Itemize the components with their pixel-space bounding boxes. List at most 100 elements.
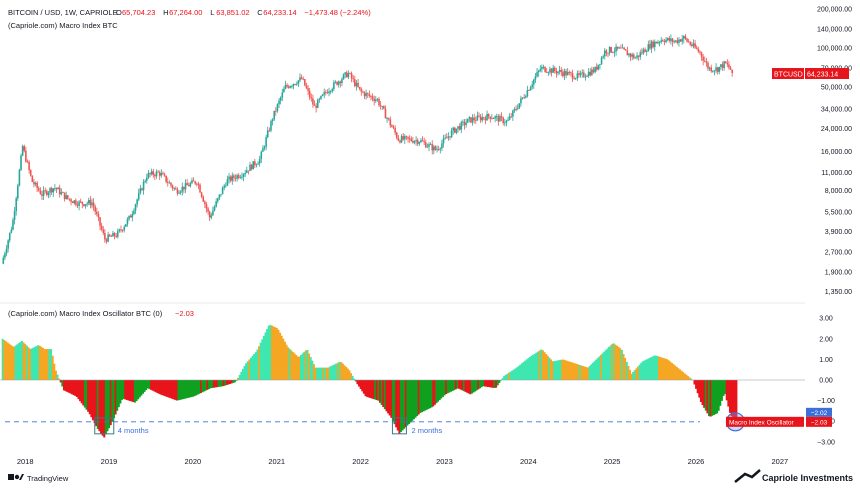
candle: [495, 113, 498, 121]
candle: [673, 39, 675, 44]
candle: [62, 191, 64, 194]
osc-bar: [522, 362, 525, 380]
candle: [603, 47, 606, 60]
osc-bar: [172, 380, 175, 400]
osc-bar: [707, 380, 710, 417]
osc-bar: [280, 335, 283, 380]
candle: [649, 39, 651, 51]
osc-bar: [62, 380, 65, 391]
osc-bar: [214, 380, 217, 388]
price-tick-11: 3,900.00: [825, 229, 852, 236]
candle: [402, 132, 405, 141]
osc-bar: [517, 365, 520, 380]
osc-bar: [385, 380, 388, 412]
candle: [421, 136, 424, 142]
osc-bar: [87, 380, 90, 412]
osc-bar: [545, 353, 548, 380]
candle: [491, 114, 493, 120]
osc-bar: [511, 370, 514, 380]
osc-bar: [220, 380, 224, 387]
candle: [612, 51, 614, 54]
candle: [149, 172, 151, 178]
osc-bar: [474, 380, 477, 392]
candle: [5, 244, 8, 257]
candle: [345, 70, 348, 78]
candle: [621, 43, 624, 49]
osc-bar: [543, 352, 546, 380]
osc-bar: [330, 365, 333, 380]
candle: [553, 66, 556, 74]
candle: [566, 68, 569, 76]
osc-bar: [270, 325, 273, 380]
candle: [650, 39, 653, 53]
osc-bar: [609, 345, 612, 380]
candle: [233, 173, 235, 182]
candle: [484, 115, 487, 125]
candle: [628, 53, 630, 58]
candle: [170, 182, 172, 188]
candle: [189, 181, 192, 188]
osc-bar: [625, 361, 628, 380]
osc-bar: [296, 356, 299, 380]
osc-bar: [498, 380, 501, 383]
candle: [439, 147, 442, 154]
osc-bar: [154, 380, 157, 393]
candle: [213, 204, 216, 212]
candle: [173, 187, 176, 192]
candle: [312, 94, 314, 108]
candle: [57, 186, 59, 190]
candle: [610, 46, 613, 54]
capriole-logo-icon: [734, 469, 761, 483]
osc-bar: [541, 350, 544, 380]
candle: [652, 39, 654, 49]
osc-bar: [699, 380, 702, 402]
ohlc-label-2: L: [210, 8, 214, 17]
osc-bar: [372, 380, 375, 400]
candle: [91, 198, 93, 209]
osc-bar: [166, 380, 169, 397]
osc-bar: [232, 380, 235, 383]
candle: [631, 52, 633, 61]
osc-bar: [361, 380, 364, 392]
osc-bar: [54, 370, 57, 380]
osc-bar: [298, 356, 301, 380]
osc-bar: [241, 368, 244, 380]
candle: [407, 136, 409, 143]
candle: [260, 150, 263, 164]
osc-bar: [687, 376, 690, 380]
osc-bar: [108, 380, 111, 429]
osc-bar: [509, 371, 512, 380]
candle: [642, 47, 645, 55]
candle: [687, 38, 690, 43]
candle: [310, 93, 313, 102]
candle: [139, 184, 142, 195]
candle: [146, 173, 148, 184]
osc-bar: [319, 367, 322, 380]
osc-bar: [79, 380, 82, 402]
osc-bar: [83, 380, 86, 408]
candle: [434, 145, 437, 151]
osc-bar: [17, 343, 20, 380]
osc-bar: [159, 380, 162, 395]
osc-bar: [643, 360, 646, 380]
candle: [615, 43, 617, 56]
candle: [265, 134, 267, 151]
candle: [420, 137, 422, 143]
candle: [586, 74, 588, 77]
candle: [347, 70, 350, 80]
candle: [225, 182, 227, 188]
price-tick-9: 8,000.00: [825, 188, 852, 195]
osc-bar: [135, 380, 138, 402]
osc-bar: [538, 350, 541, 380]
osc-bar: [433, 380, 436, 405]
price-tag: BTCUSD 64,233.14: [772, 68, 849, 79]
candle: [304, 78, 306, 87]
candle: [729, 65, 732, 70]
candle: [681, 34, 683, 45]
candle: [620, 44, 622, 49]
osc-bar: [264, 332, 267, 380]
year-tick-7: 2025: [604, 457, 621, 466]
oscillator-title: (Capriole.com) Macro Index Oscillator BT…: [8, 309, 163, 318]
candle: [502, 116, 504, 126]
candle: [510, 113, 513, 118]
